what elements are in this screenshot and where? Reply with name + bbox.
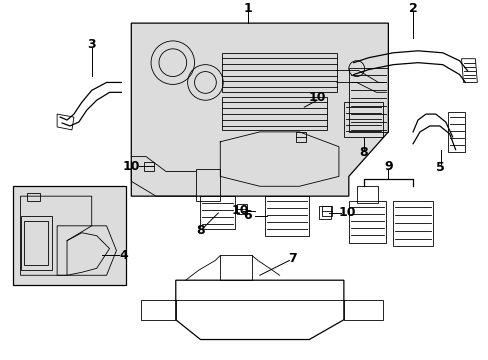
Text: 8: 8 [359,146,367,159]
Text: 6: 6 [243,210,252,222]
Text: 5: 5 [435,161,444,174]
Text: 10: 10 [122,160,140,173]
Text: 7: 7 [287,252,296,265]
Text: 2: 2 [408,2,417,15]
Polygon shape [131,23,387,196]
Text: 10: 10 [308,91,325,104]
Text: 1: 1 [243,2,252,15]
Text: 4: 4 [119,249,127,262]
Text: 10: 10 [337,207,355,220]
Text: 9: 9 [383,160,392,173]
Text: 10: 10 [231,204,248,217]
Polygon shape [13,186,126,285]
Text: 3: 3 [87,39,96,51]
Text: 8: 8 [196,224,204,237]
